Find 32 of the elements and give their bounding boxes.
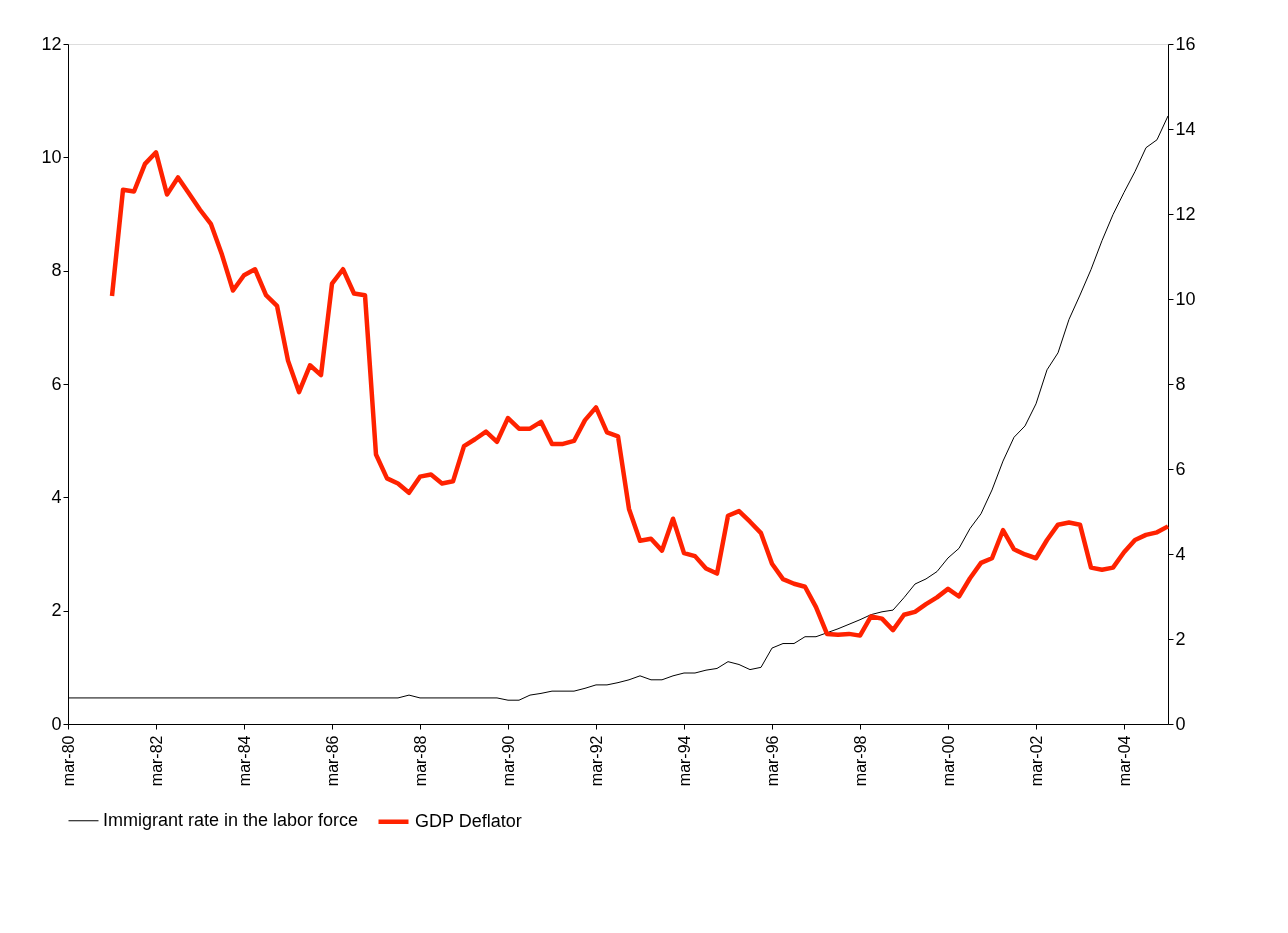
y2-tick-label: 0: [1175, 713, 1186, 734]
legend-label: Immigrant rate in the labor force: [103, 809, 359, 830]
y2-tick-label: 12: [1175, 203, 1196, 224]
y2-tick-label: 14: [1175, 118, 1196, 139]
x-tick-label: mar-90: [499, 735, 517, 787]
y-tick-label: 10: [41, 146, 62, 167]
x-tick-label: mar-88: [411, 735, 429, 787]
y-tick-label: 0: [51, 713, 62, 734]
y2-tick-label: 10: [1175, 288, 1196, 309]
y-tick-label: 4: [51, 486, 62, 507]
y2-tick-label: 8: [1175, 373, 1186, 394]
y-tick-label: 6: [51, 373, 62, 394]
x-tick-label: mar-86: [323, 735, 341, 787]
y-tick-label: 8: [51, 260, 62, 281]
x-tick-label: mar-80: [59, 735, 77, 787]
x-tick-label: mar-98: [851, 735, 869, 787]
y2-tick-label: 4: [1175, 543, 1186, 564]
x-tick-label: mar-92: [587, 735, 605, 787]
y-tick-label: 2: [51, 600, 62, 621]
x-tick-label: mar-94: [675, 735, 693, 787]
x-tick-label: mar-02: [1027, 735, 1045, 787]
y-tick-label: 12: [41, 33, 62, 54]
x-tick-label: mar-00: [939, 735, 957, 787]
x-tick-label: mar-84: [235, 735, 253, 787]
legend-label: GDP Deflator: [415, 810, 522, 831]
x-tick-label: mar-96: [763, 735, 781, 787]
y2-tick-label: 2: [1175, 628, 1186, 649]
x-tick-label: mar-82: [147, 735, 165, 787]
line-series: [109, 150, 1171, 638]
y2-tick-label: 16: [1175, 33, 1196, 54]
x-tick-label: mar-04: [1115, 735, 1133, 787]
y2-tick-label: 6: [1175, 458, 1186, 479]
